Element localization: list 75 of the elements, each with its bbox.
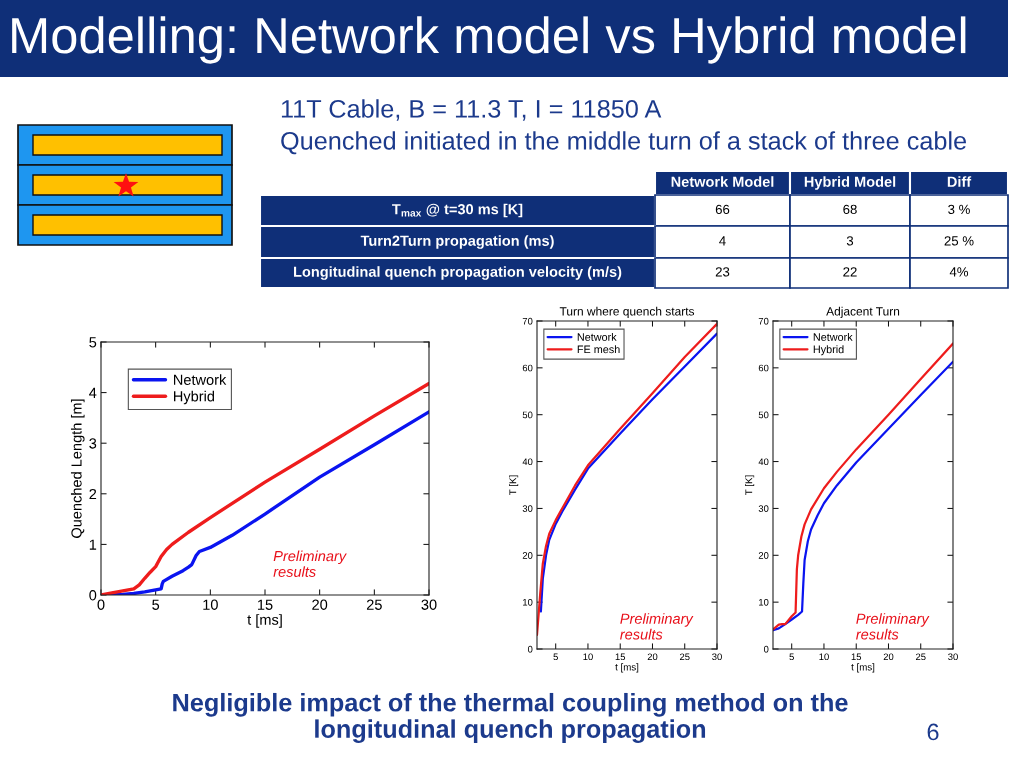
- text: 4: [719, 236, 726, 246]
- y-tick-label: 20: [758, 552, 769, 559]
- x-axis-title: t [ms]: [851, 663, 875, 673]
- y-tick-label: 2: [89, 488, 97, 500]
- y-tick-label: 20: [522, 552, 533, 559]
- y-tick-label: 50: [758, 411, 769, 419]
- x-axis-title: t [ms]: [247, 614, 282, 628]
- y-tick-label: 5: [89, 337, 97, 348]
- y-tick-label: 60: [522, 364, 533, 372]
- text: Modelling: Network model vs Hybrid model: [12, 16, 966, 64]
- category-label: Diff: [947, 176, 972, 187]
- text: 4%: [949, 267, 969, 277]
- x-tick-label: 25: [366, 599, 382, 610]
- text: Negligible impact of the thermal coupling method on the longitudinal quench propagation: [173, 692, 848, 744]
- x-tick-label: 30: [421, 599, 437, 610]
- legend-label: Network: [174, 374, 227, 385]
- y-tick-label: 1: [89, 539, 97, 550]
- y-tick-label: 0: [527, 645, 533, 653]
- y-tick-label: 0: [763, 645, 769, 653]
- category-label: Hybrid Model: [804, 176, 896, 190]
- x-tick-label: 5: [553, 653, 558, 661]
- y-axis-title: T [K]: [745, 475, 755, 495]
- text: 11T Cable, B = 11.3 T, I = 11850 A Quenched initiated in the middle turn of a stack of three cable: [281, 99, 967, 155]
- x-tick-label: 25: [679, 653, 690, 661]
- y-tick-label: 40: [522, 458, 533, 466]
- y-tick-label: 70: [522, 317, 533, 325]
- category-label: Longitudinal quench propagation velocity (m/s): [294, 266, 622, 280]
- x-tick-label: 30: [948, 653, 958, 661]
- category-label: Network Model: [671, 176, 774, 187]
- text: 22: [843, 267, 857, 277]
- text: 66: [715, 204, 730, 215]
- y-tick-label: 50: [522, 411, 533, 419]
- x-tick-label: 0: [97, 599, 105, 610]
- legend-label: FE mesh: [577, 345, 620, 354]
- legend-label: Network: [577, 332, 617, 341]
- annotation: Preliminary results: [620, 613, 694, 640]
- x-tick-label: 15: [851, 653, 862, 661]
- x-tick-label: 5: [152, 599, 160, 610]
- category-label: Turn2Turn propagation (ms): [360, 235, 554, 249]
- legend-label: Hybrid: [174, 390, 215, 405]
- text: 23: [715, 267, 730, 277]
- chart-title: Turn where quench starts: [559, 306, 695, 318]
- text: 25 %: [944, 236, 974, 246]
- text: 6: [927, 723, 939, 741]
- x-tick-label: 20: [883, 653, 894, 661]
- text: 3: [846, 236, 854, 246]
- y-tick-label: 4: [89, 387, 97, 398]
- x-tick-label: 10: [819, 653, 829, 661]
- x-tick-label: 5: [789, 653, 794, 661]
- y-tick-label: 70: [758, 317, 769, 325]
- x-tick-label: 10: [203, 599, 218, 610]
- legend-label: Network: [813, 332, 853, 341]
- annotation: Preliminary results: [273, 550, 347, 577]
- text: 3 %: [948, 204, 970, 215]
- y-tick-label: 3: [89, 438, 97, 449]
- y-axis-title: Quenched Length [m]: [70, 399, 85, 538]
- x-tick-label: 20: [647, 653, 658, 661]
- x-tick-label: 20: [312, 599, 328, 610]
- y-tick-label: 30: [522, 505, 533, 512]
- x-tick-label: 15: [258, 599, 273, 610]
- category-label: T$_{max}$ @ t=30 ms [K]: [392, 203, 523, 218]
- x-tick-label: 10: [583, 653, 593, 661]
- y-tick-label: 0: [89, 590, 97, 601]
- x-tick-label: 15: [615, 653, 626, 661]
- x-axis-title: t [ms]: [615, 663, 639, 673]
- annotation: Preliminary results: [856, 613, 930, 640]
- y-tick-label: 60: [758, 364, 769, 372]
- text: 68: [843, 204, 857, 215]
- legend-label: Hybrid: [813, 345, 844, 356]
- y-tick-label: 40: [758, 458, 769, 466]
- x-tick-label: 30: [712, 653, 722, 661]
- y-tick-label: 30: [758, 505, 769, 512]
- chart-title: Adjacent Turn: [826, 306, 900, 318]
- y-axis-title: T [K]: [509, 475, 519, 495]
- x-tick-label: 25: [915, 653, 926, 661]
